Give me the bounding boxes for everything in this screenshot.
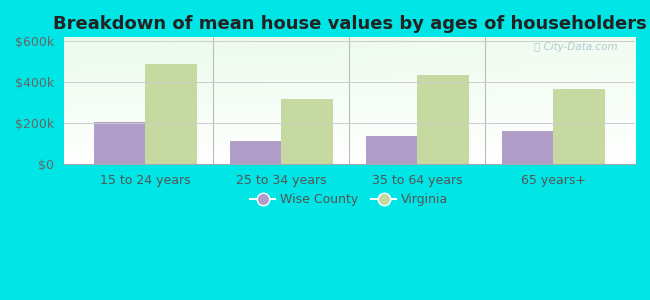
Bar <box>94 122 146 164</box>
Bar <box>146 64 197 164</box>
Bar <box>229 141 281 164</box>
Bar <box>553 88 605 164</box>
Bar <box>417 75 469 164</box>
Bar <box>366 136 417 164</box>
Title: Breakdown of mean house values by ages of householders: Breakdown of mean house values by ages o… <box>53 15 646 33</box>
Bar <box>502 131 553 164</box>
Legend: Wise County, Virginia: Wise County, Virginia <box>246 188 454 211</box>
Text: ⓘ City-Data.com: ⓘ City-Data.com <box>534 42 618 52</box>
Bar <box>281 99 333 164</box>
